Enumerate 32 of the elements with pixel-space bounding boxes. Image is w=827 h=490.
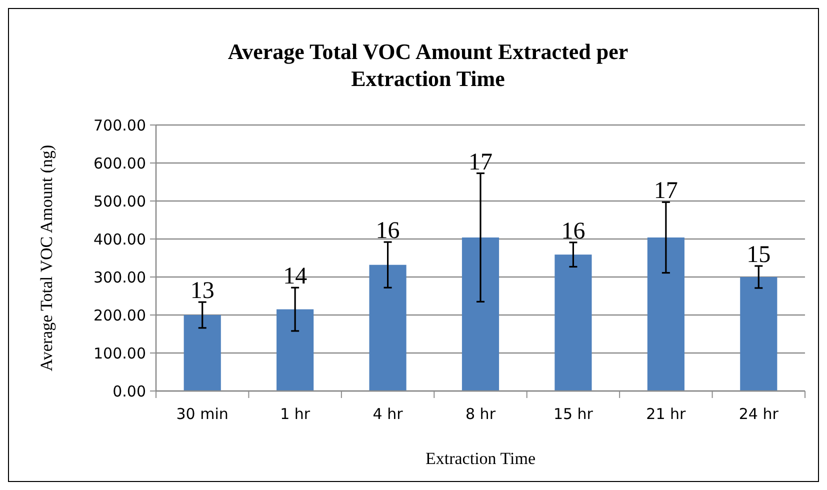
x-axis-title: Extraction Time: [425, 449, 536, 468]
annotation: 15: [746, 242, 771, 268]
x-tick-label: 1 hr: [280, 405, 311, 423]
x-tick-label: 30 min: [176, 405, 228, 423]
annotation: 16: [561, 218, 586, 244]
y-tick-label: 600.00: [94, 154, 146, 172]
annotation: 13: [190, 278, 214, 304]
bar: [554, 254, 592, 391]
bar: [369, 264, 406, 391]
chart-title: Average Total VOC Amount Extracted per Extraction Time: [226, 38, 630, 92]
annotation: 17: [654, 178, 678, 204]
bar: [184, 315, 221, 391]
bar: [276, 309, 314, 391]
x-tick-label: 8 hr: [466, 405, 496, 423]
x-tick-label: 4 hr: [372, 405, 404, 423]
y-tick-label: 500.00: [94, 192, 146, 210]
x-tick-label: 15 hr: [553, 405, 594, 423]
y-tick-label: 200.00: [94, 306, 146, 324]
y-tick-label: 0.00: [112, 382, 146, 400]
annotation: 17: [468, 149, 492, 176]
y-tick-label: 400.00: [94, 230, 146, 248]
annotation: 14: [283, 264, 308, 290]
y-tick-label: 100.00: [94, 344, 146, 362]
bar: [740, 277, 778, 391]
y-tick-label: 300.00: [94, 268, 146, 286]
x-tick-label: 21 hr: [646, 405, 687, 423]
bar: [647, 237, 684, 391]
y-axis-title: Average Total VOC Amount (ng): [37, 144, 56, 372]
annotation: 16: [376, 218, 400, 244]
bar: [462, 237, 500, 391]
y-tick-label: 700.00: [94, 116, 146, 134]
x-tick-label: 24 hr: [738, 405, 780, 423]
